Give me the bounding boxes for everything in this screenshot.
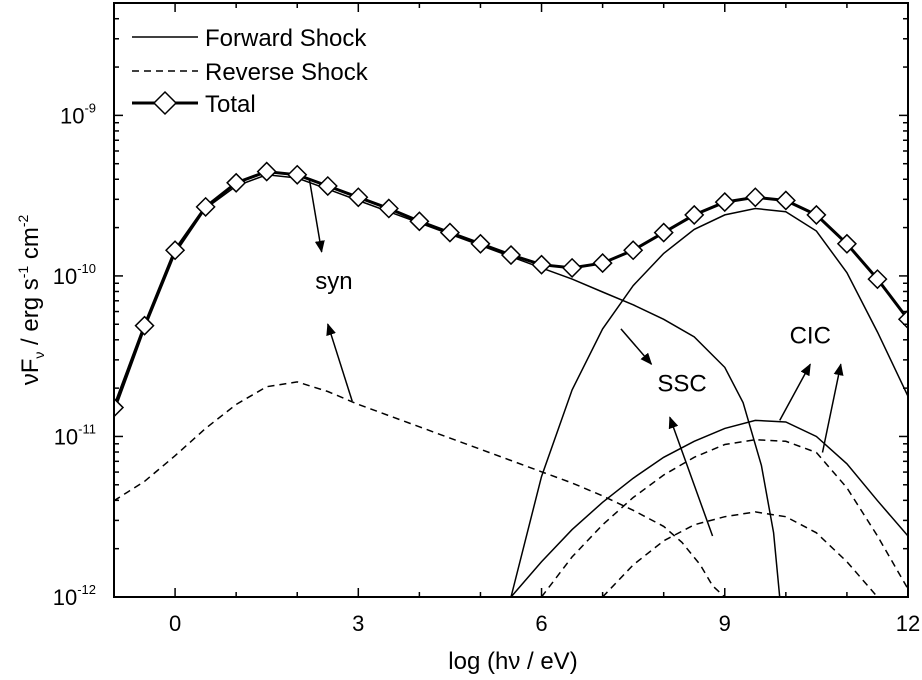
- total-point-16: [592, 253, 613, 274]
- total-point-7: [317, 175, 338, 197]
- series-reverse-shock-syn-line: [114, 381, 726, 597]
- total-point-11: [439, 222, 460, 243]
- total-point-23: [806, 204, 827, 225]
- total-point-20: [714, 192, 735, 213]
- annotation-arrows-group: [308, 179, 844, 537]
- y-label-sup1: -1: [15, 266, 31, 279]
- series-reverse-shock-ssc-line: [602, 511, 879, 597]
- annotation-cic: CIC: [790, 322, 831, 349]
- total-markers-group: [114, 161, 908, 418]
- annotation-syn: syn: [315, 268, 352, 295]
- y-label-base: νF: [17, 359, 44, 386]
- y-label-sup2: -2: [15, 214, 31, 227]
- plot-frame: [113, 2, 909, 598]
- legend-total-label: Total: [205, 91, 256, 118]
- x-tick-label: 3: [352, 611, 364, 636]
- total-point-0: [114, 397, 125, 418]
- total-point-19: [684, 204, 705, 225]
- total-point-3: [195, 196, 216, 217]
- x-tick-label: 6: [535, 611, 547, 636]
- total-point-12: [470, 233, 491, 254]
- total-point-21: [745, 187, 766, 208]
- total-point-9: [378, 198, 399, 219]
- y-axis: 10-12 10-11 10-10 10-9: [53, 2, 908, 610]
- x-axis-label: log (hν / eV): [448, 648, 577, 675]
- annotation-arrow-5: [821, 363, 844, 453]
- total-point-22: [775, 190, 796, 211]
- y-axis-label: νFν / erg s-1 cm-2: [15, 214, 47, 385]
- y-tick-label: 10-11: [54, 421, 96, 449]
- series-reverse-shock-cic-line: [540, 438, 908, 597]
- total-point-1: [134, 315, 155, 336]
- total-point-25: [867, 269, 888, 290]
- total-point-13: [500, 244, 522, 266]
- x-tick-label: 9: [719, 611, 731, 636]
- total-point-24: [836, 233, 857, 254]
- total-point-4: [226, 172, 247, 193]
- total-point-2: [165, 240, 186, 261]
- y-label-mid2: cm: [17, 227, 44, 266]
- annotation-ssc: SSC: [657, 371, 706, 398]
- total-point-5: [256, 161, 277, 182]
- y-tick-label: 10-10: [53, 261, 96, 289]
- series-forward-shock-cic-line: [510, 419, 908, 597]
- legend: Forward Shock Reverse Shock Total: [132, 25, 369, 118]
- total-point-17: [623, 240, 644, 261]
- x-tick-label: 12: [896, 611, 920, 636]
- y-tick-label: 10-12: [53, 582, 96, 610]
- legend-forward-shock-label: Forward Shock: [205, 25, 367, 52]
- x-tick-label: 0: [169, 611, 181, 636]
- total-point-10: [409, 211, 430, 232]
- series-forward-shock-ssc-line: [510, 207, 908, 597]
- y-label-sub: ν: [31, 352, 47, 359]
- annotation-arrow-3: [668, 416, 714, 537]
- y-label-mid1: / erg s: [17, 278, 44, 351]
- total-point-14: [531, 254, 552, 275]
- y-tick-label: 10-9: [60, 100, 96, 128]
- legend-reverse-shock-label: Reverse Shock: [205, 59, 369, 86]
- total-point-8: [348, 187, 369, 208]
- annotation-arrow-1: [326, 323, 353, 402]
- annotation-arrow-0: [308, 179, 325, 253]
- annotation-arrow-2: [620, 328, 653, 365]
- total-point-6: [287, 164, 308, 185]
- series-group: [114, 170, 908, 597]
- legend-total-diamond: [152, 90, 178, 116]
- total-point-18: [653, 222, 674, 243]
- annotations-group: syn SSC CIC: [315, 268, 831, 398]
- annotation-arrow-4: [779, 363, 811, 421]
- total-point-15: [562, 257, 583, 278]
- x-axis: 0 3 6 9 12: [113, 3, 920, 636]
